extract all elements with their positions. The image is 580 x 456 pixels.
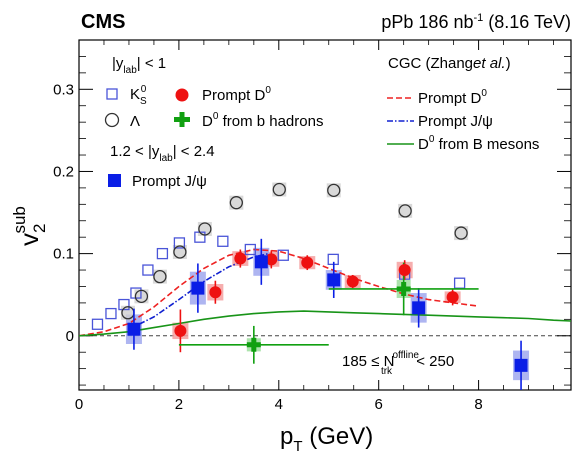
x-tick-label: 8 xyxy=(474,396,482,413)
lambda-point xyxy=(173,245,187,259)
lambda-syst-box xyxy=(398,203,413,218)
x-tick-label: 6 xyxy=(375,396,383,413)
lambda-syst-box xyxy=(229,195,244,210)
jpsi-point xyxy=(254,255,268,269)
legend-b-d0-marker xyxy=(174,112,190,127)
legend-jpsi-label: Prompt J/ψ xyxy=(132,173,207,190)
y-tick-label: 0.1 xyxy=(53,246,74,263)
lambda-syst-box xyxy=(454,226,469,241)
ks0-point xyxy=(217,235,229,247)
lambda-syst-box xyxy=(152,269,167,284)
ks0-point xyxy=(142,264,154,276)
legend-lambda-label: Λ xyxy=(130,113,140,130)
b-d0-point xyxy=(246,337,261,352)
lambda-point xyxy=(454,226,468,240)
cgc-b-d0-curve xyxy=(79,310,571,337)
prompt-d0-point xyxy=(346,275,359,288)
y-tick-label: 0.3 xyxy=(53,81,74,98)
legend-cgc-d0-label: Prompt D0 xyxy=(418,88,487,107)
prompt-d0-point xyxy=(174,324,187,337)
x-tick-label: 4 xyxy=(275,396,283,413)
ks0-point xyxy=(453,277,466,289)
legend-group-forward: 1.2 < |ylab| < 2.4 xyxy=(110,143,215,164)
legend-lambda-marker xyxy=(104,112,120,128)
lambda-point xyxy=(134,289,149,303)
ks0-point xyxy=(105,307,117,320)
lambda-syst-box xyxy=(272,182,287,197)
prompt-d0-point xyxy=(265,253,278,266)
legend-cgc-b-label: D0 from B mesons xyxy=(418,134,539,153)
ks0-point xyxy=(173,237,186,249)
prompt-d0-point xyxy=(209,286,222,299)
x-axis-label: pT (GeV) xyxy=(280,423,373,455)
y-axis-label: v2sub xyxy=(10,206,49,246)
cgc-prompt-jpsi-curve xyxy=(128,252,269,330)
legend-group-midrapidity: |ylab| < 1 xyxy=(112,55,166,76)
jpsi-point xyxy=(191,281,205,295)
multiplicity-label: 185 ≤ Noffline trk < 250 xyxy=(342,350,454,377)
ks0-point xyxy=(277,249,289,261)
prompt-d0-point xyxy=(398,264,411,277)
lambda-point xyxy=(229,196,243,210)
b-d0-point xyxy=(396,281,411,296)
jpsi-point xyxy=(514,358,528,372)
plot-frame xyxy=(78,39,572,391)
lambda-point xyxy=(398,204,412,218)
x-tick-label: 0 xyxy=(75,396,83,413)
ks0-point xyxy=(156,247,169,260)
legend-ks0-marker xyxy=(106,88,118,100)
cgc-prompt-d0-curve xyxy=(79,248,479,337)
jpsi-point xyxy=(327,273,341,287)
ks0-point xyxy=(118,298,130,311)
legend-prompt-d0-label: Prompt D0 xyxy=(202,85,271,104)
y-tick-label: 0 xyxy=(66,328,74,345)
prompt-d0-point xyxy=(301,256,314,269)
jpsi-point xyxy=(127,322,141,336)
ks0-point xyxy=(244,243,256,256)
prompt-d0-point xyxy=(234,252,247,265)
luminosity-label: pPb 186 nb-1 (8.16 TeV) xyxy=(381,12,571,32)
x-tick-label: 2 xyxy=(175,396,183,413)
legend-jpsi-marker xyxy=(108,174,121,187)
ks0-point xyxy=(91,318,104,330)
y-tick-label: 0.2 xyxy=(53,163,74,180)
legend-prompt-d0-marker xyxy=(175,88,189,102)
experiment-label: CMS xyxy=(81,11,125,33)
lambda-syst-box xyxy=(120,305,135,320)
lambda-point xyxy=(327,183,341,198)
lambda-point xyxy=(272,182,286,197)
legend-left: |ylab| < 1 KS0 Λ Prompt D0 D0 from b had… xyxy=(104,55,323,190)
legend-b-d0-label: D0 from b hadrons xyxy=(202,111,323,130)
lambda-point xyxy=(198,222,212,236)
legend-cgc-title: CGC (Zhanget al.) xyxy=(388,55,511,72)
legend-right: CGC (Zhanget al.) Prompt D0 Prompt J/ψ D… xyxy=(387,55,539,153)
lambda-syst-box xyxy=(326,183,341,198)
legend-cgc-jpsi-label: Prompt J/ψ xyxy=(418,113,493,130)
prompt-d0-point xyxy=(446,291,459,304)
jpsi-point xyxy=(412,301,426,315)
legend-ks0-label: KS0 xyxy=(130,84,147,107)
lambda-point xyxy=(153,269,167,284)
